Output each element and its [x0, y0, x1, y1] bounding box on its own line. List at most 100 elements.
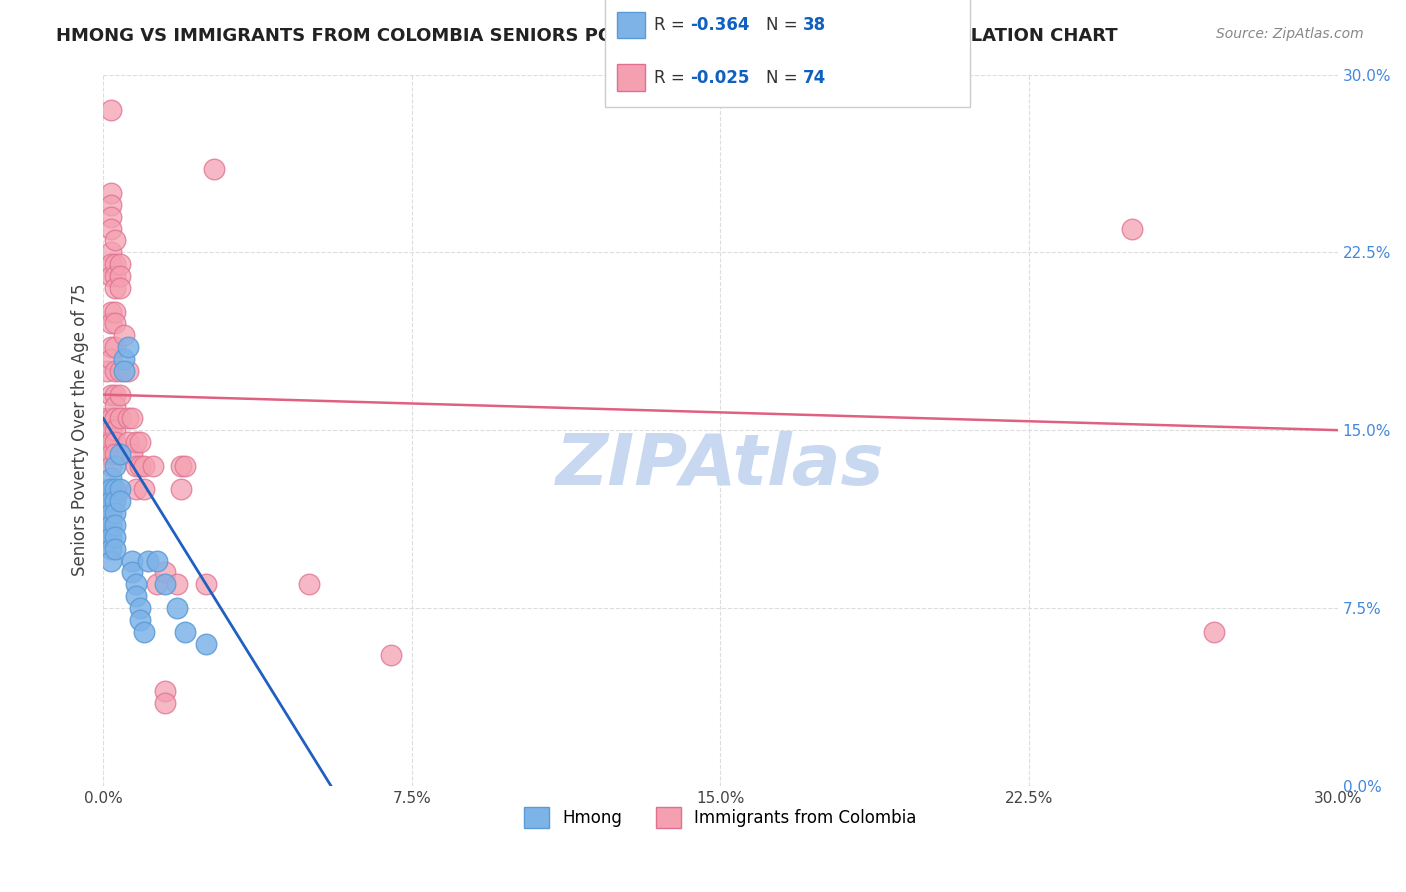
Point [195, 577, 218, 591]
Point [134, 458, 156, 473]
Point [153, 684, 176, 698]
Point [134, 483, 156, 497]
Point [117, 411, 139, 425]
Point [100, 553, 122, 567]
Point [100, 257, 122, 271]
Point [170, 483, 193, 497]
Point [100, 518, 122, 533]
Point [96, 494, 118, 508]
Point [153, 696, 176, 710]
Point [125, 458, 148, 473]
Point [100, 317, 122, 331]
Point [108, 387, 131, 401]
Point [112, 351, 135, 366]
Point [100, 221, 122, 235]
Point [100, 435, 122, 450]
Point [100, 530, 122, 544]
Point [129, 601, 152, 615]
Point [104, 483, 127, 497]
Point [380, 648, 402, 663]
Point [104, 506, 127, 520]
Point [145, 553, 167, 567]
Point [104, 541, 127, 556]
Point [100, 186, 122, 200]
Point [145, 577, 167, 591]
Y-axis label: Seniors Poverty Over the Age of 75: Seniors Poverty Over the Age of 75 [72, 284, 89, 576]
Point [104, 387, 127, 401]
Point [104, 268, 127, 283]
Text: -0.364: -0.364 [690, 16, 749, 34]
Point [138, 553, 160, 567]
Point [170, 458, 193, 473]
Point [1121, 221, 1143, 235]
Point [96, 435, 118, 450]
Point [104, 400, 127, 414]
Point [100, 483, 122, 497]
Point [100, 103, 122, 117]
Point [117, 340, 139, 354]
Point [104, 257, 127, 271]
Point [104, 435, 127, 450]
Point [153, 577, 176, 591]
Point [104, 494, 127, 508]
Point [108, 268, 131, 283]
Point [96, 364, 118, 378]
Legend: Hmong, Immigrants from Colombia: Hmong, Immigrants from Colombia [517, 801, 924, 834]
Point [117, 364, 139, 378]
Text: R =: R = [654, 16, 690, 34]
Point [108, 257, 131, 271]
Point [100, 210, 122, 224]
Point [112, 328, 135, 343]
Point [134, 624, 156, 639]
Text: N =: N = [766, 69, 803, 87]
Point [100, 506, 122, 520]
Point [100, 494, 122, 508]
Point [96, 447, 118, 461]
Point [100, 351, 122, 366]
Point [202, 162, 225, 177]
Point [174, 458, 197, 473]
Point [125, 577, 148, 591]
Text: ZIPAtlas: ZIPAtlas [557, 431, 884, 500]
Point [129, 458, 152, 473]
Point [174, 624, 197, 639]
Point [100, 198, 122, 212]
Point [108, 494, 131, 508]
Point [108, 483, 131, 497]
Point [129, 613, 152, 627]
Point [298, 577, 321, 591]
Point [100, 483, 122, 497]
Point [104, 281, 127, 295]
Text: R =: R = [654, 69, 690, 87]
Point [96, 411, 118, 425]
Point [104, 317, 127, 331]
Point [104, 364, 127, 378]
Point [96, 530, 118, 544]
Point [100, 541, 122, 556]
Point [104, 304, 127, 318]
Text: N =: N = [766, 16, 803, 34]
Point [104, 340, 127, 354]
Point [108, 364, 131, 378]
Point [100, 447, 122, 461]
Point [104, 447, 127, 461]
Point [104, 411, 127, 425]
Point [100, 458, 122, 473]
Point [104, 518, 127, 533]
Point [104, 530, 127, 544]
Point [100, 304, 122, 318]
Point [100, 340, 122, 354]
Point [104, 458, 127, 473]
Point [121, 566, 143, 580]
Point [100, 387, 122, 401]
Point [125, 435, 148, 450]
Point [166, 601, 188, 615]
Point [125, 483, 148, 497]
Point [121, 553, 143, 567]
Point [112, 364, 135, 378]
Point [121, 411, 143, 425]
Point [108, 281, 131, 295]
Point [129, 435, 152, 450]
Point [121, 447, 143, 461]
Point [125, 589, 148, 603]
